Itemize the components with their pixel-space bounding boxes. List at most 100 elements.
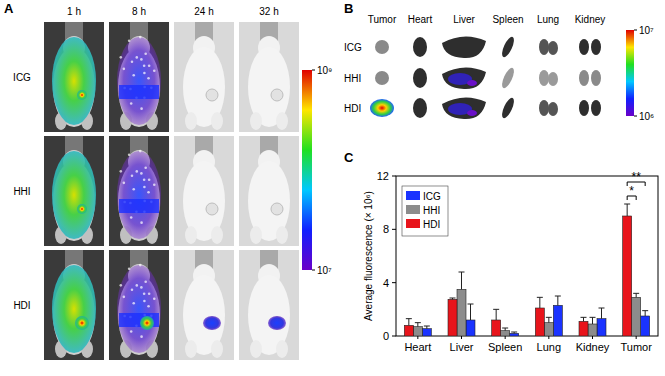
legend-swatch (406, 205, 420, 214)
speckle (140, 335, 143, 338)
speckle (128, 267, 131, 270)
error-bar (581, 317, 587, 321)
error-bar (624, 204, 630, 216)
error-bar (546, 317, 552, 322)
bar (404, 325, 413, 336)
error-line (601, 308, 602, 319)
bar (501, 331, 510, 336)
speckle (147, 77, 150, 80)
speckle (140, 58, 143, 61)
bar (510, 333, 519, 336)
mouse-leg (250, 226, 262, 244)
speckle (153, 297, 156, 300)
error-cap (493, 309, 499, 310)
bar (641, 316, 650, 336)
plot-frame (396, 176, 658, 336)
x-tick-label: Spleen (488, 341, 522, 353)
image-bg (174, 250, 234, 360)
legend-swatch (406, 219, 420, 228)
error-cap (415, 322, 421, 323)
speckle (123, 182, 126, 185)
bar (457, 289, 466, 336)
error-cap (459, 272, 465, 273)
speckle (132, 188, 135, 191)
speckle (130, 102, 133, 105)
colorbar-label: 10⁹ (317, 65, 332, 76)
image-bg (44, 250, 104, 360)
organ-row (375, 35, 601, 58)
column-label: Lung (537, 14, 559, 25)
error-line (583, 317, 584, 321)
image-bg (109, 22, 169, 132)
error-line (548, 317, 549, 322)
heart (413, 68, 427, 88)
speckle (131, 60, 134, 63)
error-cap (450, 298, 456, 299)
lung (539, 100, 549, 116)
bar (588, 324, 597, 336)
row-label: ICG (344, 42, 362, 53)
signal (52, 37, 96, 125)
image-bg (174, 22, 234, 132)
y-tick-label: 0 (383, 330, 389, 342)
mouse-image (109, 136, 169, 246)
speckle (140, 107, 143, 110)
organ-row (375, 66, 601, 89)
signal (117, 37, 161, 125)
signal (52, 265, 96, 353)
lung (539, 70, 549, 86)
x-tick (417, 336, 418, 339)
speckle (132, 302, 135, 305)
image-bg (239, 22, 299, 132)
colorbar-label: 10⁶ (639, 111, 654, 122)
x-tick (548, 336, 549, 339)
error-cap (537, 297, 543, 298)
mouse-image (174, 136, 234, 246)
bar (544, 323, 553, 336)
column-label: Kidney (575, 14, 606, 25)
image-bg (174, 136, 234, 246)
error-cap (511, 332, 517, 333)
speckle (148, 64, 151, 67)
image-bg (44, 136, 104, 246)
mouse-leg (250, 340, 262, 358)
x-tick (461, 336, 462, 339)
tumor (271, 203, 283, 215)
panel-label: B (344, 1, 353, 16)
image-bg (239, 136, 299, 246)
speckle (128, 39, 131, 42)
bar (579, 321, 588, 336)
bar (492, 320, 501, 336)
x-tick (505, 336, 506, 339)
y-tick-label: 4 (383, 277, 389, 289)
error-cap (406, 318, 412, 319)
signal (117, 265, 161, 353)
image-bg (109, 136, 169, 246)
signal (140, 316, 154, 330)
speckle (130, 330, 133, 333)
mouse-leg (185, 340, 197, 358)
error-cap (599, 308, 605, 309)
kidney (591, 70, 601, 86)
speckle (139, 36, 142, 39)
speckle (153, 183, 156, 186)
error-cap (633, 293, 639, 294)
tumor (271, 89, 283, 101)
error-line (539, 297, 540, 308)
error-cap (642, 310, 648, 311)
legend-swatch (406, 191, 420, 200)
error-line (496, 309, 497, 320)
signal (77, 204, 87, 214)
tumor (206, 203, 218, 215)
error-cap (468, 304, 474, 305)
bar (422, 329, 431, 336)
speckle (147, 191, 150, 194)
column-label: Spleen (492, 14, 523, 25)
mouse-leg (211, 112, 223, 130)
mouse-image (44, 250, 104, 360)
error-bar (406, 319, 412, 326)
legend-label: HHI (423, 205, 440, 216)
bar (413, 327, 422, 336)
column-label: Liver (453, 14, 475, 25)
error-line (557, 296, 558, 305)
